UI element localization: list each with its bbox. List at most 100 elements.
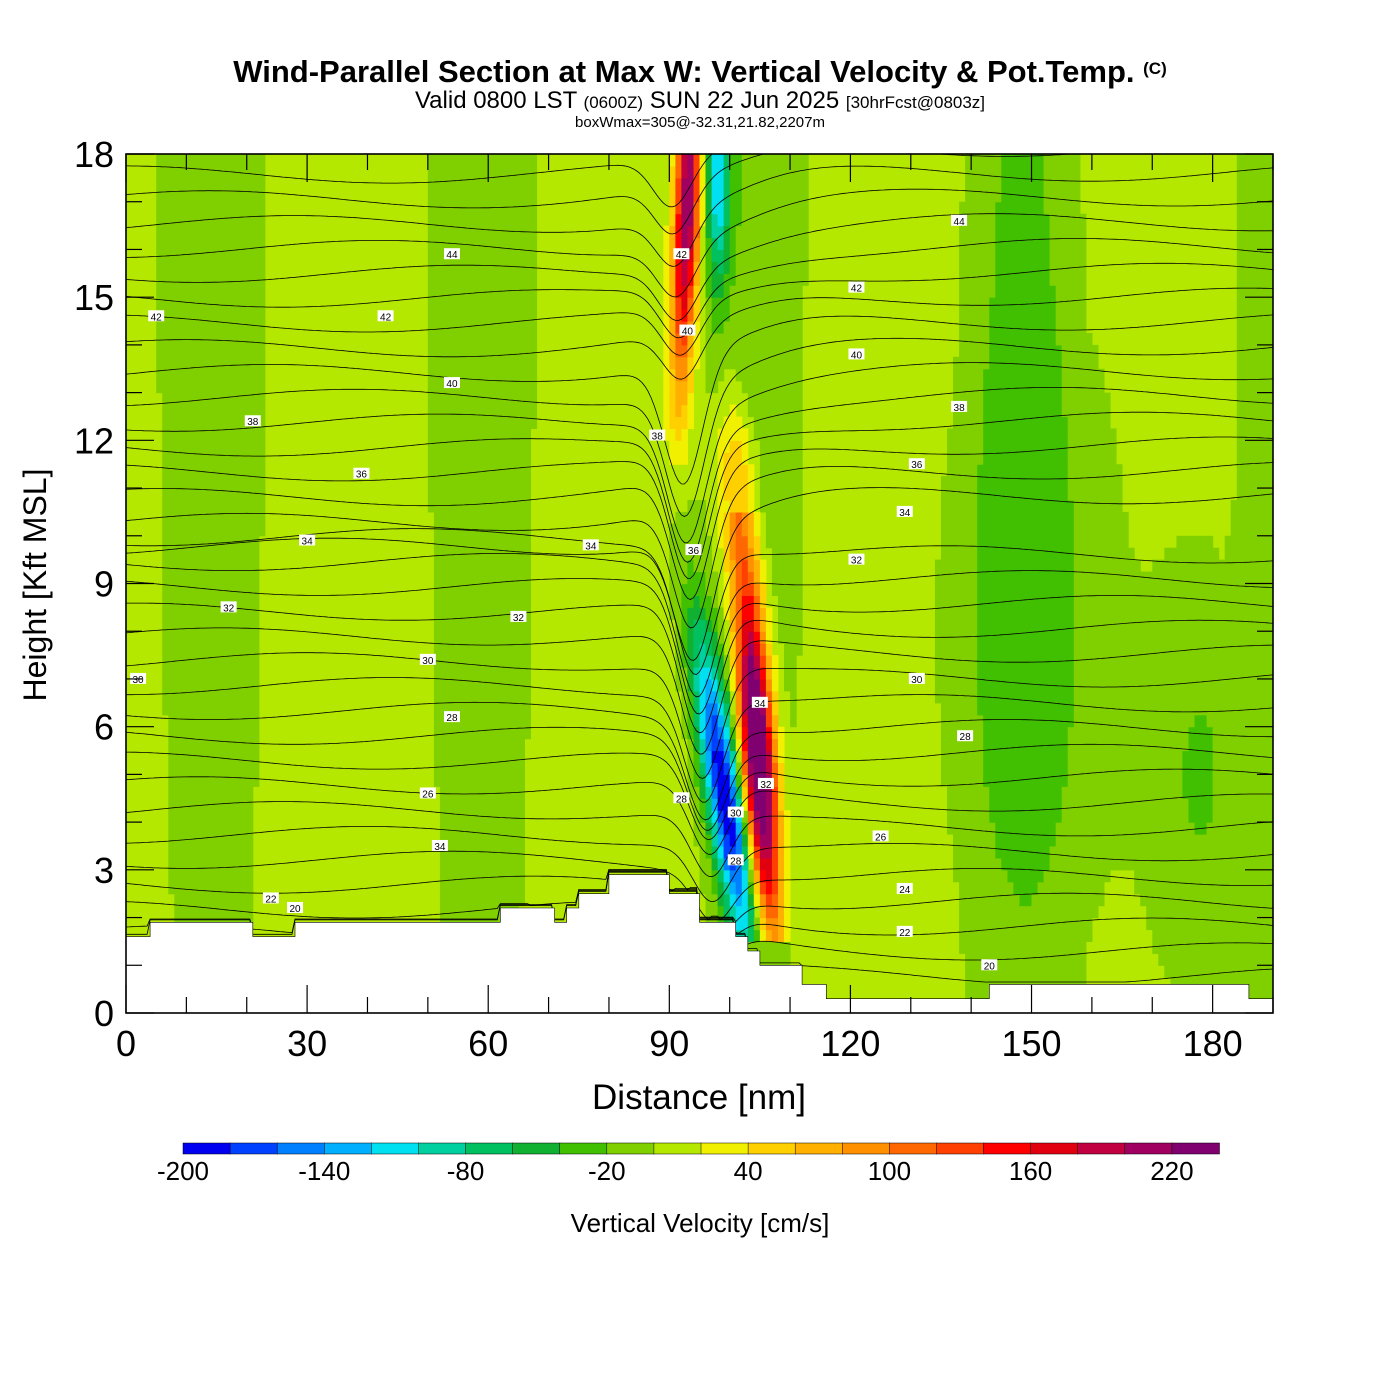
velocity-cell bbox=[747, 631, 755, 644]
velocity-cell bbox=[470, 798, 477, 811]
velocity-cell bbox=[959, 392, 966, 406]
velocity-cell bbox=[439, 511, 447, 525]
velocity-cell bbox=[802, 249, 809, 262]
velocity-cell bbox=[210, 404, 218, 417]
velocity-cell bbox=[216, 678, 224, 692]
velocity-cell bbox=[771, 726, 779, 740]
velocity-cell bbox=[476, 333, 483, 346]
velocity-cell bbox=[1007, 690, 1014, 704]
velocity-cell bbox=[995, 905, 1002, 919]
velocity-cell bbox=[1019, 905, 1027, 919]
velocity-cell bbox=[476, 237, 483, 250]
velocity-cell bbox=[977, 344, 984, 358]
velocity-cell bbox=[210, 810, 218, 823]
velocity-cell bbox=[1055, 476, 1063, 489]
velocity-cell bbox=[723, 225, 731, 239]
velocity-cell bbox=[1067, 404, 1075, 417]
velocity-cell bbox=[240, 678, 248, 692]
velocity-cell bbox=[693, 678, 701, 692]
velocity-cell bbox=[681, 655, 688, 668]
velocity-cell bbox=[771, 822, 779, 835]
velocity-cell bbox=[747, 237, 755, 250]
velocity-cell bbox=[512, 380, 519, 394]
velocity-cell bbox=[258, 321, 266, 334]
velocity-cell bbox=[699, 738, 707, 752]
velocity-cell bbox=[530, 416, 538, 429]
velocity-cell bbox=[186, 488, 193, 501]
velocity-cell bbox=[470, 189, 477, 203]
velocity-cell bbox=[476, 249, 483, 262]
velocity-cell bbox=[765, 834, 773, 847]
velocity-cell bbox=[1091, 857, 1099, 871]
velocity-cell bbox=[1025, 488, 1033, 501]
velocity-cell bbox=[216, 631, 224, 644]
velocity-cell bbox=[464, 535, 471, 549]
velocity-cell bbox=[427, 189, 435, 203]
velocity-cell bbox=[934, 607, 942, 620]
velocity-cell bbox=[971, 416, 978, 429]
velocity-cell bbox=[977, 917, 984, 931]
velocity-cell bbox=[699, 523, 707, 537]
velocity-cell bbox=[765, 631, 773, 644]
velocity-cell bbox=[735, 547, 743, 561]
velocity-cell bbox=[790, 285, 797, 298]
velocity-cell bbox=[1079, 213, 1087, 227]
velocity-cell bbox=[959, 869, 966, 883]
velocity-cell bbox=[693, 309, 701, 322]
velocity-cell bbox=[439, 523, 447, 537]
velocity-cell bbox=[198, 547, 205, 561]
velocity-cell bbox=[156, 237, 163, 250]
velocity-cell bbox=[971, 428, 978, 441]
velocity-cell bbox=[174, 237, 181, 250]
velocity-cell bbox=[765, 690, 773, 704]
velocity-cell bbox=[204, 356, 212, 370]
velocity-cell bbox=[464, 488, 471, 501]
velocity-cell bbox=[494, 404, 501, 417]
velocity-cell bbox=[995, 917, 1002, 931]
velocity-cell bbox=[977, 535, 984, 549]
velocity-cell bbox=[759, 846, 767, 859]
velocity-cell bbox=[246, 428, 254, 441]
velocity-cell bbox=[252, 571, 260, 585]
velocity-cell bbox=[717, 714, 725, 728]
velocity-cell bbox=[747, 881, 755, 895]
velocity-cell bbox=[1007, 726, 1014, 740]
velocity-cell bbox=[1067, 488, 1075, 501]
velocity-cell bbox=[1025, 309, 1033, 322]
velocity-cell bbox=[458, 667, 465, 680]
velocity-cell bbox=[1007, 834, 1014, 847]
velocity-cell bbox=[500, 476, 507, 489]
velocity-cell bbox=[488, 356, 495, 370]
velocity-cell bbox=[790, 559, 797, 573]
velocity-cell bbox=[180, 881, 187, 895]
velocity-cell bbox=[1043, 154, 1051, 167]
velocity-cell bbox=[488, 249, 495, 262]
velocity-cell bbox=[1055, 464, 1063, 477]
velocity-cell bbox=[500, 738, 507, 752]
velocity-cell bbox=[228, 738, 236, 752]
velocity-cell bbox=[1037, 881, 1045, 895]
velocity-cell bbox=[1025, 869, 1033, 883]
velocity-cell bbox=[759, 154, 767, 167]
velocity-cell bbox=[506, 547, 513, 561]
velocity-cell bbox=[476, 476, 483, 489]
velocity-cell bbox=[482, 285, 489, 298]
velocity-cell bbox=[705, 893, 713, 907]
velocity-cell bbox=[705, 750, 713, 763]
velocity-cell bbox=[741, 798, 749, 811]
velocity-cell bbox=[156, 285, 163, 298]
velocity-cell bbox=[446, 750, 453, 763]
velocity-cell bbox=[246, 249, 254, 262]
velocity-cell bbox=[1061, 356, 1069, 370]
velocity-cell bbox=[687, 583, 694, 596]
velocity-cell bbox=[186, 786, 193, 799]
velocity-cell bbox=[252, 392, 260, 406]
velocity-cell bbox=[965, 977, 972, 990]
velocity-cell bbox=[174, 857, 181, 871]
velocity-cell bbox=[439, 356, 447, 370]
velocity-cell bbox=[723, 714, 731, 728]
velocity-cell bbox=[1085, 905, 1093, 919]
velocity-cell bbox=[965, 428, 972, 441]
velocity-cell bbox=[458, 392, 465, 406]
velocity-cell bbox=[252, 404, 260, 417]
